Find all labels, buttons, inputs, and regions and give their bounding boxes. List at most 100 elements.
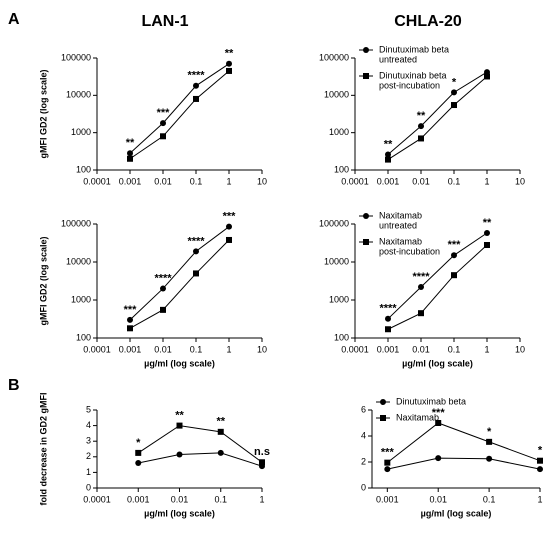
data-point [127,325,133,332]
significance-label: ** [384,138,393,150]
y-tick-label: 1000 [71,294,91,304]
data-point [217,428,224,435]
x-tick-label: 0.1 [448,176,461,186]
data-point [127,316,133,323]
legend-marker [380,415,386,421]
x-tick-label: 0.0001 [341,176,369,186]
y-axis-label: fold decrease in GD2 gMFI [38,392,48,505]
data-point [418,283,424,290]
significance-label: ** [175,410,184,422]
data-point [418,310,424,317]
x-tick-label: 1 [226,176,231,186]
data-point [418,123,424,130]
significance-label: * [487,426,492,438]
significance-label: ** [417,110,426,122]
data-point [451,252,457,259]
significance-label: n.s [254,446,270,458]
y-tick-label: 1000 [329,127,349,137]
data-point [451,102,457,109]
y-tick-label: 4 [361,430,366,440]
x-tick-label: 0.1 [190,344,203,354]
legend-marker [363,73,369,79]
series-line [129,70,230,160]
x-axis-label: µg/ml (log scale) [421,508,492,518]
data-point [217,449,224,456]
y-tick-label: 4 [86,420,91,430]
column-title: CHLA-20 [394,13,462,30]
y-axis-label: gMFI GD2 (log scale) [38,236,48,325]
y-tick-label: 10000 [66,90,91,100]
y-tick-label: 0 [361,482,366,492]
data-point [486,455,493,462]
data-point [435,455,442,462]
legend-label: Naxitamab [379,236,422,246]
y-tick-label: 100000 [61,52,91,62]
x-tick-label: 0.01 [154,344,172,354]
x-tick-label: 1 [259,494,264,504]
data-point [226,223,232,230]
y-tick-label: 2 [86,451,91,461]
data-point [160,285,166,292]
data-point [259,459,265,466]
legend-label: Dinutuxinab beta [379,70,447,80]
panel-label: A [8,11,20,28]
significance-label: **** [379,303,397,315]
significance-label: * [452,76,457,88]
legend-marker [363,213,369,219]
x-tick-label: 0.001 [119,344,142,354]
x-tick-label: 0.1 [214,494,227,504]
x-tick-label: 0.01 [154,176,172,186]
data-point [484,73,490,80]
x-tick-label: 0.001 [119,176,142,186]
column-title: LAN-1 [141,13,188,30]
significance-label: ** [483,217,492,229]
x-tick-label: 0.0001 [83,344,111,354]
data-point [451,272,457,279]
significance-label: * [136,437,141,449]
legend-marker [380,399,386,405]
series-line [138,452,263,467]
x-tick-label: 0.001 [377,344,400,354]
data-point [127,155,133,162]
y-tick-label: 2 [361,456,366,466]
series-line [387,76,488,161]
panel-label: B [8,377,20,394]
data-point [451,89,457,96]
significance-label: ** [225,48,234,60]
significance-label: *** [448,239,462,251]
series-line [129,63,230,154]
y-tick-label: 100000 [319,52,349,62]
significance-label: *** [124,304,138,316]
data-point [385,156,391,163]
x-tick-label: 0.1 [448,344,461,354]
y-tick-label: 100000 [61,218,91,228]
y-axis-label: gMFI GD2 (log scale) [38,69,48,158]
data-point [160,133,166,140]
x-tick-label: 0.01 [429,494,447,504]
series-line [387,457,541,470]
data-point [127,150,133,157]
data-point [176,451,183,458]
data-point [486,438,493,445]
x-tick-label: 1 [484,344,489,354]
x-axis-label: µg/ml (log scale) [402,358,473,368]
data-point [384,466,391,473]
data-point [160,120,166,127]
significance-label: ** [126,137,135,149]
data-point [418,135,424,142]
y-tick-label: 0 [86,482,91,492]
y-tick-label: 1000 [71,127,91,137]
significance-label: ** [216,416,225,428]
y-tick-label: 10000 [66,256,91,266]
data-point [193,82,199,89]
y-tick-label: 10000 [324,256,349,266]
x-tick-label: 10 [515,344,525,354]
significance-label: **** [187,235,205,247]
x-tick-label: 0.1 [483,494,496,504]
data-point [385,151,391,158]
significance-label: **** [412,271,430,283]
series-line [387,422,541,464]
x-tick-label: 0.1 [190,176,203,186]
x-axis-label: µg/ml (log scale) [144,508,215,518]
